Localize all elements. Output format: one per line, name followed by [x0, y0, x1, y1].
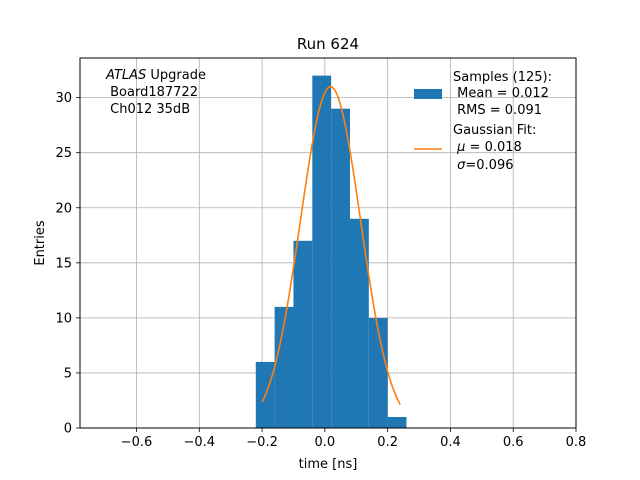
legend-samples-line-1: Samples (125):: [453, 70, 552, 85]
histogram-bar: [368, 317, 388, 428]
histogram-bar: [274, 306, 294, 428]
legend-fit-sigma-value: =0.096: [465, 158, 513, 173]
x-tick-label: 0.6: [503, 435, 524, 450]
y-axis-label: Entries: [33, 220, 48, 266]
y-tick-label: 20: [55, 201, 72, 216]
legend-fit-mu-value: = 0.018: [465, 140, 521, 155]
y-tick-label: 30: [55, 91, 72, 106]
legend-samples-line-3: RMS = 0.091: [453, 103, 542, 118]
legend: Samples (125): Mean = 0.012 RMS = 0.091 …: [414, 70, 552, 173]
histogram-bar: [293, 240, 313, 428]
histogram-bar: [331, 108, 350, 429]
x-axis-ticks: −0.6 −0.4 −0.2 0.0 0.2 0.4 0.6 0.8: [121, 428, 587, 450]
x-tick-label: 0.4: [440, 435, 461, 450]
annotation-line-1: ATLAS Upgrade: [105, 68, 206, 83]
legend-fit-line-2: μ = 0.018: [453, 140, 522, 155]
legend-samples-swatch: [414, 89, 442, 99]
x-tick-label: 0.2: [377, 435, 398, 450]
legend-fit-sigma-symbol: σ: [457, 158, 466, 173]
gaussian-fit: [261, 85, 401, 405]
x-tick-label: 0.8: [566, 435, 587, 450]
x-tick-label: −0.6: [121, 435, 153, 450]
histogram-bar: [349, 218, 369, 428]
x-tick-label: −0.4: [184, 435, 216, 450]
histogram-bar: [387, 416, 407, 428]
y-tick-label: 0: [64, 422, 72, 437]
y-tick-label: 15: [55, 256, 72, 271]
annotation-line-3: Ch012 35dB: [106, 102, 190, 117]
x-tick-label: −0.2: [246, 435, 278, 450]
histogram-bars: [255, 75, 407, 429]
y-tick-label: 25: [55, 146, 72, 161]
x-axis-label: time [ns]: [299, 457, 358, 472]
y-tick-label: 5: [64, 366, 72, 381]
legend-fit-line-3: σ=0.096: [453, 158, 514, 173]
legend-fit-mu-symbol: μ: [456, 140, 465, 155]
y-tick-label: 10: [55, 311, 72, 326]
chart-title: Run 624: [297, 35, 359, 53]
legend-samples-line-2: Mean = 0.012: [453, 86, 549, 101]
legend-fit-line-1: Gaussian Fit:: [453, 123, 536, 138]
y-axis-ticks: 0 5 10 15 20 25 30: [55, 91, 80, 437]
atlas-annotation: ATLAS Upgrade Board187722 Ch012 35dB: [105, 68, 206, 117]
annotation-atlas-italic: ATLAS: [105, 68, 146, 83]
annotation-line-2: Board187722: [106, 85, 198, 100]
gaussian-fit-line: [261, 85, 401, 405]
histogram-bar: [312, 75, 332, 428]
plot-frame: [79, 57, 577, 429]
x-tick-label: 0.0: [315, 435, 336, 450]
annotation-upgrade: Upgrade: [146, 68, 206, 83]
